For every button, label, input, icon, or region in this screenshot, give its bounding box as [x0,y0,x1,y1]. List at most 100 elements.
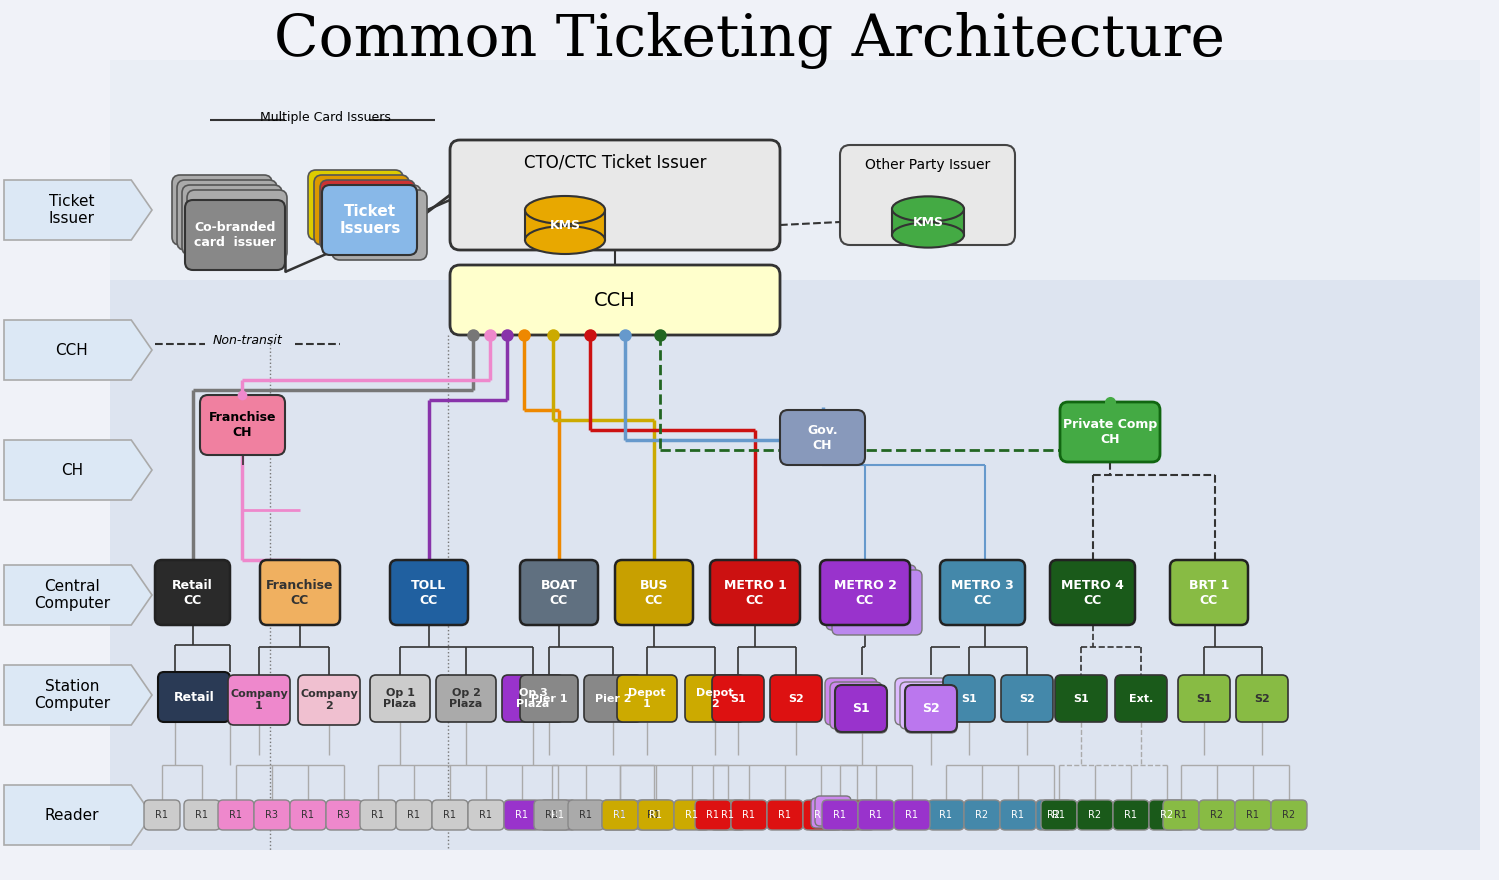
Polygon shape [4,665,151,725]
Text: Gov.
CH: Gov. CH [806,423,838,451]
FancyBboxPatch shape [181,185,282,255]
Text: R1: R1 [516,810,529,820]
FancyBboxPatch shape [1115,675,1168,722]
Text: S2: S2 [1019,693,1034,703]
FancyBboxPatch shape [144,800,180,830]
FancyBboxPatch shape [1271,800,1307,830]
Text: Common Ticketing Architecture: Common Ticketing Architecture [274,11,1226,69]
FancyBboxPatch shape [767,800,803,830]
FancyBboxPatch shape [815,796,851,826]
Text: Other Party Issuer: Other Party Issuer [865,158,991,172]
Polygon shape [4,320,151,380]
Text: S1: S1 [961,693,977,703]
FancyBboxPatch shape [1112,800,1150,830]
Text: KMS: KMS [913,216,943,229]
Ellipse shape [525,196,606,224]
Text: R2: R2 [1210,810,1223,820]
FancyBboxPatch shape [711,560,800,625]
Text: Reader: Reader [45,808,99,823]
FancyBboxPatch shape [307,170,403,240]
Text: R2: R2 [1283,810,1295,820]
FancyBboxPatch shape [928,800,964,830]
Text: Depot
1: Depot 1 [628,687,666,709]
Text: R1: R1 [1012,810,1024,820]
Text: R1: R1 [850,810,863,820]
FancyBboxPatch shape [857,800,893,830]
Text: R1: R1 [648,810,661,820]
FancyBboxPatch shape [905,685,956,732]
Text: R1: R1 [1052,810,1066,820]
FancyBboxPatch shape [259,560,340,625]
Text: Multiple Card Issuers: Multiple Card Issuers [259,111,390,123]
Ellipse shape [892,196,964,222]
Text: Franchise
CH: Franchise CH [208,411,276,439]
FancyBboxPatch shape [177,180,277,250]
Text: METRO 4
CC: METRO 4 CC [1061,578,1124,606]
Text: R1: R1 [1175,810,1187,820]
Text: R1: R1 [580,810,592,820]
FancyBboxPatch shape [568,800,604,830]
Text: R2: R2 [1088,810,1102,820]
FancyBboxPatch shape [905,686,956,733]
Bar [109,60,1480,280]
Text: R1: R1 [940,810,952,820]
Text: S1: S1 [730,693,747,703]
Text: S2: S2 [922,701,940,715]
FancyBboxPatch shape [390,560,468,625]
Text: Depot
2: Depot 2 [696,687,733,709]
Bar [525,210,606,240]
Text: R3: R3 [337,810,351,820]
FancyBboxPatch shape [615,560,693,625]
FancyBboxPatch shape [603,800,639,830]
Bar [892,209,964,235]
FancyBboxPatch shape [1055,675,1106,722]
FancyBboxPatch shape [172,175,271,245]
Text: Ext.: Ext. [1129,693,1153,703]
Text: R1: R1 [685,810,699,820]
FancyBboxPatch shape [806,800,842,830]
FancyBboxPatch shape [1171,560,1249,625]
FancyBboxPatch shape [1060,402,1160,462]
FancyBboxPatch shape [298,675,360,725]
FancyBboxPatch shape [940,560,1025,625]
Text: BRT 1
CC: BRT 1 CC [1189,578,1229,606]
Text: R1: R1 [778,810,791,820]
Text: Pier 1: Pier 1 [531,693,567,703]
FancyBboxPatch shape [184,200,285,270]
FancyBboxPatch shape [839,145,1015,245]
FancyBboxPatch shape [779,410,865,465]
FancyBboxPatch shape [370,675,430,722]
FancyBboxPatch shape [540,800,576,830]
Text: R1: R1 [408,810,421,820]
Text: Station
Computer: Station Computer [34,678,109,711]
FancyBboxPatch shape [396,800,432,830]
FancyBboxPatch shape [331,190,427,260]
FancyBboxPatch shape [839,800,875,830]
FancyBboxPatch shape [319,180,415,250]
FancyBboxPatch shape [1199,800,1235,830]
FancyBboxPatch shape [520,560,598,625]
Polygon shape [4,180,151,240]
FancyBboxPatch shape [770,675,821,722]
Text: R1: R1 [742,810,755,820]
FancyBboxPatch shape [835,685,887,732]
Text: Central
Computer: Central Computer [34,579,109,612]
Text: Pier 2: Pier 2 [595,693,631,703]
FancyBboxPatch shape [1150,800,1186,830]
FancyBboxPatch shape [450,265,779,335]
FancyBboxPatch shape [1235,800,1271,830]
Text: Co-branded
card  issuer: Co-branded card issuer [193,221,276,249]
Text: R2: R2 [1048,810,1061,820]
FancyBboxPatch shape [1040,800,1076,830]
Text: R1: R1 [905,810,919,820]
Text: BOAT
CC: BOAT CC [541,578,577,606]
FancyBboxPatch shape [636,800,672,830]
Text: Retail
CC: Retail CC [172,578,213,606]
FancyBboxPatch shape [1049,560,1135,625]
FancyBboxPatch shape [199,395,285,455]
FancyBboxPatch shape [811,798,847,828]
FancyBboxPatch shape [432,800,468,830]
FancyBboxPatch shape [436,675,496,722]
FancyBboxPatch shape [1163,800,1199,830]
Ellipse shape [892,196,964,222]
